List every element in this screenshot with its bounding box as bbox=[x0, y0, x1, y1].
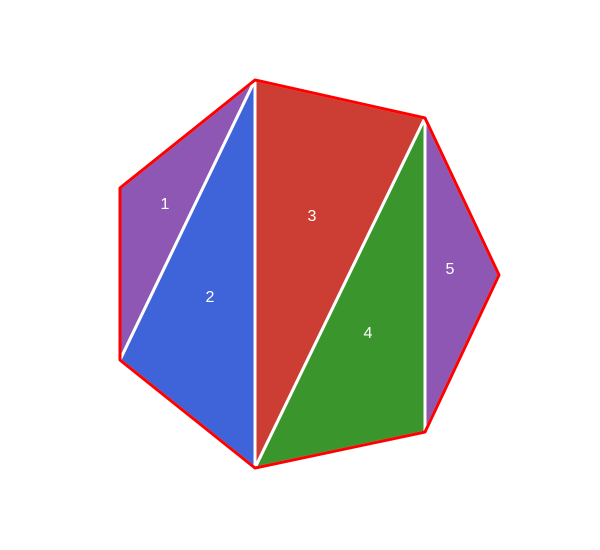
region-5-label: 5 bbox=[446, 261, 455, 278]
region-5-triangle bbox=[423, 116, 501, 434]
region-1-label: 1 bbox=[161, 196, 170, 213]
region-4-label: 4 bbox=[364, 325, 373, 342]
heptagon-outline bbox=[118, 78, 501, 470]
region-2-label: 2 bbox=[206, 289, 215, 306]
region-3-label: 3 bbox=[308, 208, 317, 225]
